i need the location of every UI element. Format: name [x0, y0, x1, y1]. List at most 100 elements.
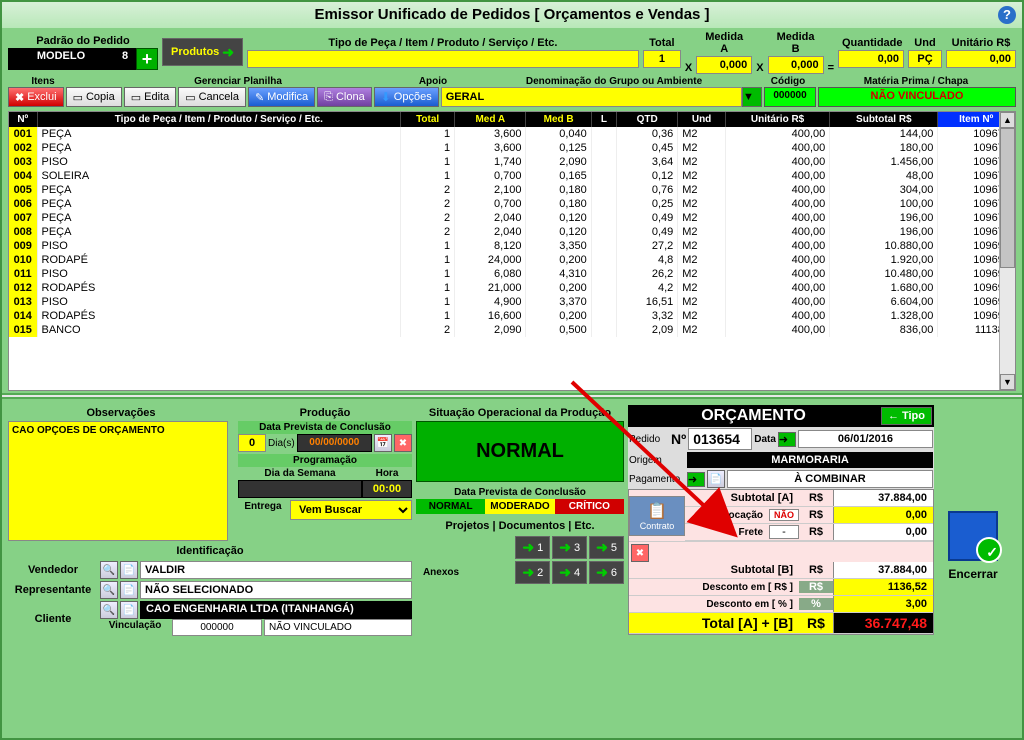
cur-pct: %: [799, 598, 833, 610]
repr-doc-icon[interactable]: 📄: [120, 581, 138, 599]
label-repr: Representante: [8, 583, 98, 597]
dias-label: Dia(s): [268, 438, 295, 449]
medB-val[interactable]: 0,000: [768, 56, 824, 74]
table-row[interactable]: 002PEÇA13,6000,1250,45M2400,00180,001096…: [9, 141, 1015, 155]
table-row[interactable]: 009PISO18,1203,35027,2M2400,0010.880,001…: [9, 239, 1015, 253]
descP-val[interactable]: 3,00: [833, 596, 933, 612]
col-header[interactable]: QTD: [617, 112, 678, 127]
col-header[interactable]: L: [591, 112, 616, 127]
tipo-peca-input[interactable]: [247, 50, 639, 68]
cancela-button[interactable]: ▭Cancela: [178, 87, 246, 107]
clear-date-icon[interactable]: ✖: [394, 434, 412, 452]
table-row[interactable]: 005PEÇA22,1000,1800,76M2400,00304,001096…: [9, 183, 1015, 197]
table-row[interactable]: 004SOLEIRA10,7000,1650,12M2400,0048,0010…: [9, 169, 1015, 183]
table-row[interactable]: 006PEÇA20,7000,1800,25M2400,00100,001096…: [9, 197, 1015, 211]
col-header[interactable]: Unitário R$: [725, 112, 829, 127]
obs-text[interactable]: CAO OPÇOES DE ORÇAMENTO: [8, 421, 228, 541]
vendedor-doc-icon[interactable]: 📄: [120, 561, 138, 579]
scroll-down[interactable]: ▼: [1000, 374, 1015, 390]
anexo-1[interactable]: ➜ 1: [515, 536, 550, 559]
col-header[interactable]: Total: [401, 112, 455, 127]
dia-semana-val: [238, 480, 362, 498]
obs-title: Observações: [8, 405, 234, 421]
scroll-thumb[interactable]: [1000, 128, 1015, 268]
order-num: 013654: [688, 428, 752, 450]
opcoes-button[interactable]: ⬇Opções: [374, 87, 439, 107]
grid-scrollbar[interactable]: ▲ ▼: [999, 112, 1015, 390]
status-moderado-btn[interactable]: MODERADO: [485, 499, 554, 514]
produtos-button[interactable]: Produtos ➜: [162, 38, 243, 66]
anexo-2[interactable]: ➜ 2: [515, 561, 550, 584]
total-val[interactable]: 1: [643, 50, 681, 68]
exclui-button[interactable]: ✖Exclui: [8, 87, 64, 107]
splitter[interactable]: [2, 393, 1022, 399]
qtd-val[interactable]: 0,00: [838, 50, 904, 68]
cliente-search-icon[interactable]: 🔍: [100, 601, 118, 619]
data-go-button[interactable]: ➜: [778, 432, 796, 447]
hora-val: 00:00: [362, 480, 412, 498]
status-normal-btn[interactable]: NORMAL: [416, 499, 485, 514]
table-row[interactable]: 014RODAPÉS116,6000,2003,32M2400,001.328,…: [9, 309, 1015, 323]
help-icon[interactable]: ?: [998, 6, 1016, 24]
table-row[interactable]: 008PEÇA22,0400,1200,49M2400,00196,001096…: [9, 225, 1015, 239]
und-val[interactable]: PÇ: [908, 50, 942, 68]
grupo-input[interactable]: [441, 87, 742, 107]
entrega-select[interactable]: Vem Buscar: [290, 500, 412, 520]
delete-icon[interactable]: ✖: [631, 544, 649, 562]
calendar-icon[interactable]: 📅: [374, 434, 392, 452]
col-header[interactable]: Und: [678, 112, 726, 127]
status-critico-btn[interactable]: CRÍTICO: [555, 499, 624, 514]
unit-val[interactable]: 0,00: [946, 50, 1016, 68]
table-row[interactable]: 013PISO14,9003,37016,51M2400,006.604,001…: [9, 295, 1015, 309]
label-unit: Unitário R$: [946, 36, 1016, 50]
anexo-3[interactable]: ➜ 3: [552, 536, 587, 559]
contrato-icon[interactable]: 📋: [630, 501, 684, 521]
pag-doc-icon[interactable]: 📄: [707, 470, 725, 488]
col-header[interactable]: Tipo de Peça / Item / Produto / Serviço …: [37, 112, 401, 127]
anexo-6[interactable]: ➜ 6: [589, 561, 624, 584]
medA-val[interactable]: 0,000: [696, 56, 752, 74]
anexo-5[interactable]: ➜ 5: [589, 536, 624, 559]
table-row[interactable]: 011PISO16,0804,31026,2M2400,0010.480,001…: [9, 267, 1015, 281]
col-header[interactable]: Med B: [526, 112, 591, 127]
vendedor-search-icon[interactable]: 🔍: [100, 561, 118, 579]
col-header[interactable]: Subtotal R$: [830, 112, 938, 127]
modifica-button[interactable]: ✎Modifica: [248, 87, 315, 107]
label-contrato: Contrato: [630, 521, 684, 531]
scroll-up[interactable]: ▲: [1000, 112, 1015, 128]
tipo-button[interactable]: ← Tipo: [881, 407, 932, 425]
table-row[interactable]: 010RODAPÉ124,0000,2004,8M2400,001.920,00…: [9, 253, 1015, 267]
table-row[interactable]: 012RODAPÉS121,0000,2004,2M2400,001.680,0…: [9, 281, 1015, 295]
cur-rs6: R$: [799, 615, 833, 631]
label-data-prev: Data Prevista de Conclusão: [238, 421, 412, 434]
save-icon[interactable]: [948, 511, 998, 561]
repr-search-icon[interactable]: 🔍: [100, 581, 118, 599]
clona-button[interactable]: ⎘Clona: [317, 87, 372, 107]
label-tipo-peca: Tipo de Peça / Item / Produto / Serviço …: [247, 36, 639, 50]
grupo-dropdown-button[interactable]: ▼: [742, 87, 762, 107]
edita-button[interactable]: ▭Edita: [124, 87, 176, 107]
table-row[interactable]: 003PISO11,7402,0903,64M2400,001.456,0010…: [9, 155, 1015, 169]
col-header[interactable]: Nº: [9, 112, 37, 127]
descR-val[interactable]: 1136,52: [833, 579, 933, 595]
label-medA: Medida A: [696, 30, 752, 56]
hdr-apoio: Apoio: [398, 76, 468, 87]
coloc-val[interactable]: 0,00: [833, 507, 933, 523]
add-modelo-button[interactable]: +: [136, 48, 158, 70]
copia-button[interactable]: ▭Copia: [66, 87, 122, 107]
frete-flag[interactable]: -: [769, 525, 799, 539]
dias-val[interactable]: 0: [238, 434, 266, 452]
frete-val[interactable]: 0,00: [833, 524, 933, 540]
table-row[interactable]: 007PEÇA22,0400,1200,49M2400,00196,001096…: [9, 211, 1015, 225]
table-row[interactable]: 001PEÇA13,6000,0400,36M2400,00144,001096…: [9, 127, 1015, 141]
pag-go-button[interactable]: ➜: [687, 472, 705, 487]
cur-rs3: R$: [799, 526, 833, 538]
coloc-flag[interactable]: NÃO: [769, 509, 799, 521]
encerrar-label[interactable]: Encerrar: [938, 567, 1008, 581]
anexo-4[interactable]: ➜ 4: [552, 561, 587, 584]
eq-sign: =: [828, 62, 834, 74]
cliente-doc-icon[interactable]: 📄: [120, 601, 138, 619]
col-header[interactable]: Med A: [455, 112, 526, 127]
items-grid[interactable]: NºTipo de Peça / Item / Produto / Serviç…: [8, 111, 1016, 391]
table-row[interactable]: 015BANCO22,0900,5002,09M2400,00836,00111…: [9, 323, 1015, 337]
